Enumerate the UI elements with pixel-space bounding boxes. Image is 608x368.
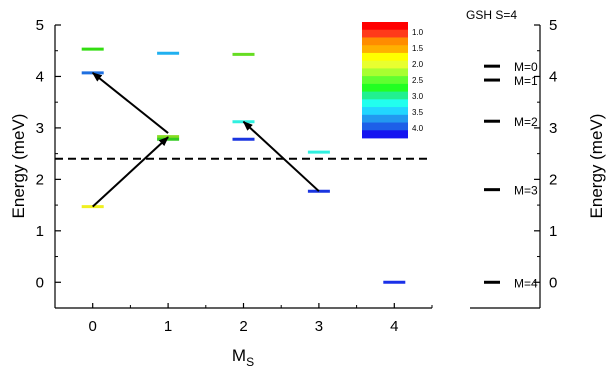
gsh-level-label: M=3 [514,184,538,198]
y-tick-label: 4 [36,68,44,85]
y-tick-label: 2 [36,171,44,188]
colorbar-segment [362,130,408,139]
y-tick-label: 5 [36,17,44,34]
transition-arrow [91,72,169,134]
colorbar-segment [362,37,408,46]
x-tick-label: 3 [315,318,323,335]
colorbar-segment [362,114,408,123]
right-y-tick-label: 2 [549,171,557,188]
colorbar-segment [362,122,408,131]
transition-arrow [242,120,320,192]
colorbar-label: 1.0 [412,28,424,37]
gsh-level-label: M=0 [514,60,538,74]
right-panel: GSH S=4 0 1 2 3 4 5 M=0M=1 M=2 M=3 M=4 Energy (m… [466,8,606,309]
y-tick-label: 1 [36,223,44,240]
x-tick-label: 0 [89,318,97,335]
colorbar-segment [362,60,408,69]
colorbar-label: 3.0 [412,92,424,101]
colorbar-label: 2.5 [412,76,424,85]
right-y-tick-label: 0 [549,274,557,291]
colorbar-label: 4.0 [412,124,424,133]
colorbar-label: 2.0 [412,60,424,69]
right-y-tick-label: 5 [549,17,557,34]
gsh-level-label: M=2 [514,115,538,129]
colorbar: 1.0 1.5 2.0 2.5 3.0 3.5 4.0 [362,22,424,139]
gsh-levels: M=0M=1 M=2 M=3 M=4 [484,60,538,290]
colorbar-segment [362,83,408,92]
gsh-level-label: M=1 [514,74,538,88]
y-axis-title-right: Energy (meV) [587,114,606,219]
colorbar-segment [362,91,408,100]
gsh-level-label: M=4 [514,276,538,290]
transition-arrows [91,72,320,208]
y-tick-label: 0 [36,274,44,291]
y-axis-title-left: Energy (meV) [9,114,28,219]
colorbar-segment [362,52,408,62]
colorbar-segment [362,45,408,54]
colorbar-segment [362,99,408,108]
x-axis-title-subscript: S [246,355,254,368]
right-y-ticks: 0 1 2 3 4 5 [534,17,557,309]
transition-arrow [92,136,169,208]
colorbar-segment [362,22,408,31]
right-y-tick-label: 3 [549,120,557,137]
colorbar-segment [362,107,408,116]
left-panel: 0 1 2 3 4 5 0 1 2 3 4 Energy (meV) MS 1.0 1.5 2.0 2.… [9,17,433,368]
energy-levels [81,47,406,284]
left-y-ticks: 0 1 2 3 4 5 [36,17,61,309]
y-tick-label: 3 [36,120,44,137]
right-y-tick-label: 1 [549,223,557,240]
gsh-title: GSH S=4 [466,8,517,22]
x-tick-label: 1 [164,318,172,335]
colorbar-segment [362,76,408,85]
colorbar-label: 3.5 [412,108,424,117]
colorbar-segment [362,29,408,38]
colorbar-segment [362,68,408,77]
x-axis-title: MS [232,346,254,368]
x-tick-label: 4 [390,318,398,335]
left-x-ticks: 0 1 2 3 4 [54,303,433,335]
right-y-tick-label: 4 [549,68,557,85]
x-tick-label: 2 [239,318,247,335]
colorbar-label: 1.5 [412,44,424,53]
